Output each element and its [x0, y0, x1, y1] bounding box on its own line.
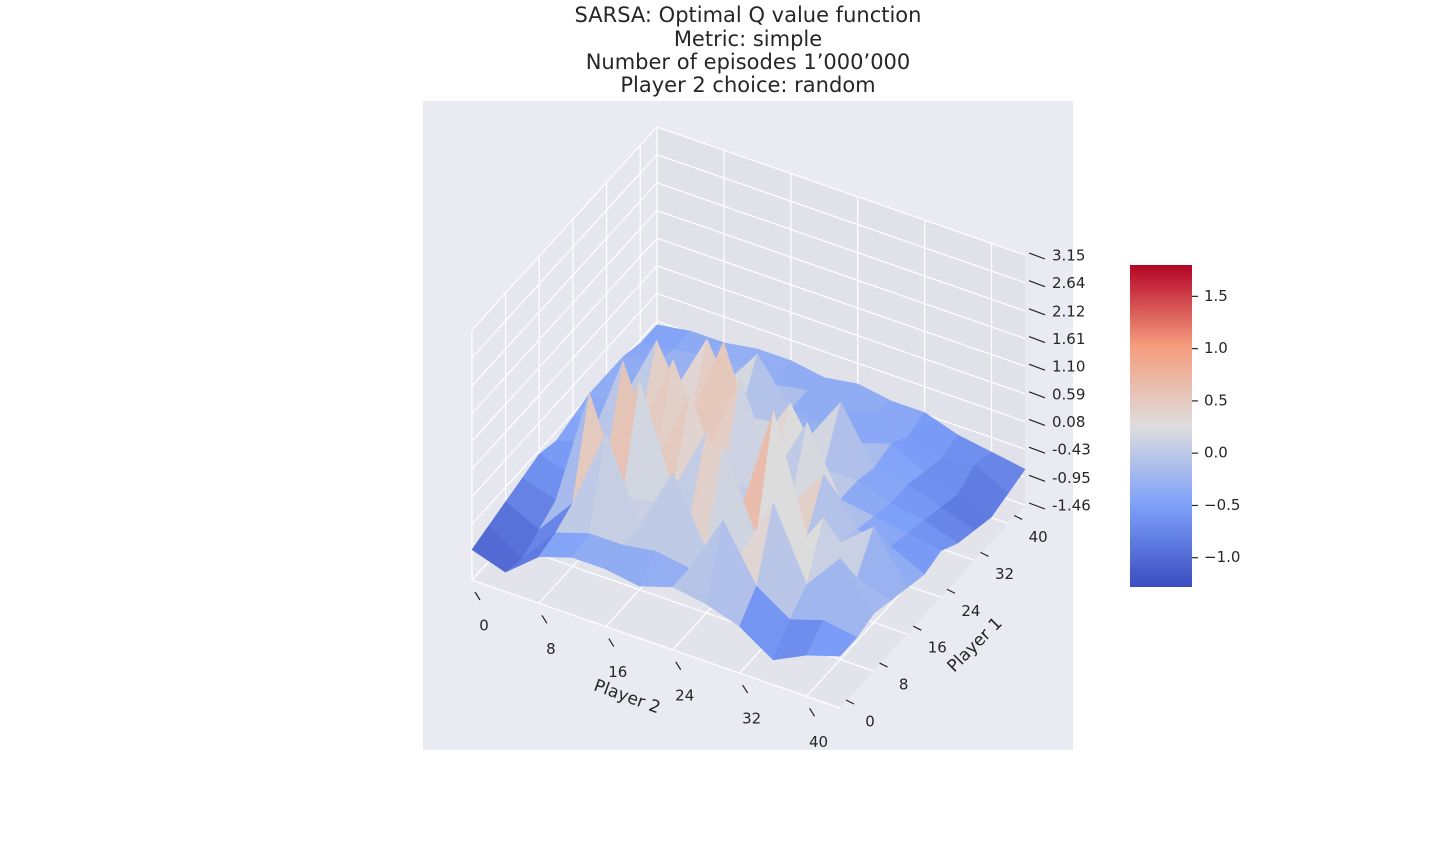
y-tick — [980, 551, 989, 557]
chart-title: SARSA: Optimal Q value function — [575, 3, 922, 27]
x-tick — [608, 638, 615, 647]
z-tick-label: 1.10 — [1052, 358, 1085, 376]
colorbar-tick-label: −0.5 — [1204, 496, 1240, 514]
z-tick-label: -0.95 — [1052, 469, 1091, 487]
z-tick-label: 0.59 — [1052, 385, 1085, 403]
y-tick-label: 24 — [961, 602, 980, 620]
grid-line — [656, 292, 1026, 423]
z-tick-label: -1.46 — [1052, 497, 1091, 515]
z-tick — [1028, 335, 1046, 344]
z-tick — [1028, 363, 1046, 371]
x-tick-label: 24 — [675, 686, 694, 704]
colorbar-tick-label: 0.5 — [1204, 391, 1228, 409]
y-tick-label: 8 — [899, 676, 909, 694]
chart-subtitle: Player 2 choice: random — [620, 73, 875, 97]
z-tick — [1028, 418, 1046, 427]
y-tick-label: 40 — [1029, 528, 1048, 546]
y-tick-label: 16 — [928, 639, 947, 657]
grid-line — [656, 237, 1026, 367]
z-tick-label: 1.61 — [1052, 330, 1085, 348]
colorbar-tick-label: −1.0 — [1204, 548, 1240, 566]
z-tick — [1028, 252, 1046, 260]
z-tick — [1028, 474, 1046, 482]
z-tick-label: 3.15 — [1052, 247, 1085, 265]
x-tick-label: 32 — [742, 710, 761, 728]
y-tick — [913, 625, 922, 631]
z-tick — [1028, 446, 1046, 454]
grid-line — [656, 265, 1026, 395]
colorbar-tick-label: 0.0 — [1204, 444, 1228, 462]
x-tick-label: 16 — [608, 663, 627, 681]
x-tick — [474, 591, 481, 601]
colorbar-tick-label: 1.0 — [1204, 339, 1228, 357]
colorbar — [1130, 265, 1192, 587]
y-tick — [845, 699, 855, 705]
left-pane — [472, 127, 657, 580]
grid-line — [471, 126, 658, 331]
grid-line — [656, 154, 1026, 284]
grid-line — [656, 126, 1026, 256]
grid-line — [656, 209, 1026, 340]
y-tick-label: 0 — [865, 713, 875, 731]
x-tick-label: 0 — [479, 617, 489, 635]
grid-line — [471, 210, 658, 414]
back-pane — [657, 127, 1025, 505]
x-tick — [742, 684, 749, 694]
z-tick — [1028, 391, 1046, 399]
grid-line — [471, 237, 658, 442]
x-tick — [675, 661, 682, 671]
grid-line — [471, 579, 841, 709]
chart-subtitle: Number of episodes 1’000’000 — [586, 50, 911, 74]
grid-line — [471, 182, 658, 387]
grid-line — [471, 154, 658, 359]
z-tick-label: 2.64 — [1052, 274, 1085, 292]
x-tick-label: 40 — [809, 733, 828, 751]
z-tick — [1028, 308, 1046, 316]
x-tick — [541, 614, 548, 624]
y-tick — [946, 588, 956, 594]
y-tick-label: 32 — [995, 565, 1014, 583]
grid-line — [656, 182, 1026, 312]
colorbar-tick-label: 1.5 — [1204, 287, 1228, 305]
z-tick-label: 2.12 — [1052, 302, 1085, 320]
x-tick-label: 8 — [546, 640, 556, 658]
y-tick — [1013, 514, 1023, 520]
x-tick — [809, 708, 816, 717]
z-tick — [1028, 502, 1046, 510]
surface-patch — [806, 620, 858, 657]
grid-line — [471, 293, 658, 497]
z-tick-label: -0.43 — [1052, 441, 1091, 459]
grid-line — [471, 265, 658, 470]
z-tick-label: 0.08 — [1052, 413, 1085, 431]
chart-subtitle: Metric: simple — [674, 27, 822, 51]
z-tick — [1028, 280, 1046, 288]
y-tick — [879, 662, 888, 668]
